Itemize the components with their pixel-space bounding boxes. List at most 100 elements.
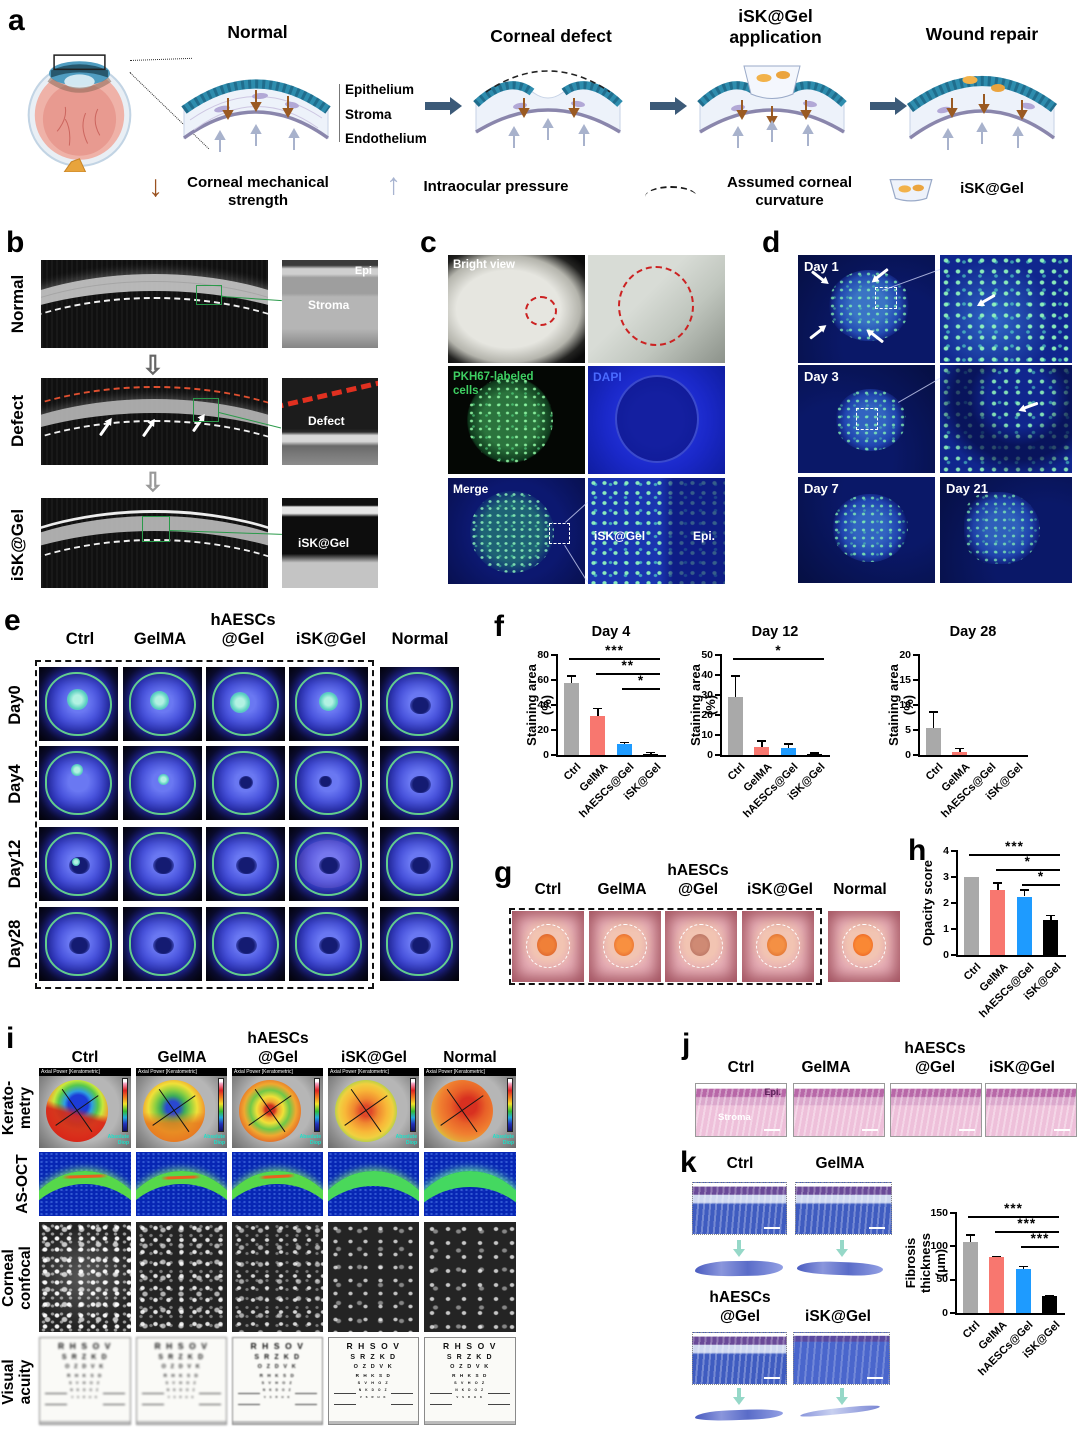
acuity-letter-row: S R Z K D: [158, 1353, 205, 1361]
significance-line: [569, 658, 660, 660]
fluorescein-eye-photo: [39, 907, 118, 981]
fluorescein-eye-photo: [380, 746, 459, 820]
as-oct-image: [39, 1152, 131, 1216]
scale-caption: Absolute Diop: [395, 1134, 417, 1146]
bright-view-label: Bright view: [453, 259, 515, 271]
bar-Ctrl: [727, 697, 743, 755]
panel-letter-i: i: [6, 1022, 15, 1055]
bar-Ctrl: [962, 1242, 978, 1313]
row-label-visual-acuity: Visual acuity: [0, 1359, 34, 1405]
error-bar-cap: [965, 1234, 975, 1236]
row-label-day4: Day4: [6, 764, 24, 804]
layer-label-epithelium: Epithelium: [345, 82, 415, 97]
y-tick-label: 50: [936, 1273, 948, 1286]
y-tick-label: 40: [701, 668, 713, 681]
fluorescein-eye-photo: [289, 746, 368, 820]
bar-GelMA: [590, 716, 606, 755]
significance-stars: ***: [1017, 1216, 1037, 1231]
acuity-letter-row: S R Z K D: [61, 1353, 109, 1361]
bar-iSK@Gel: [1043, 920, 1059, 955]
day21-image: Day 21: [940, 477, 1072, 583]
inset-label-epi: Epi: [354, 265, 372, 277]
fluorescein-eye-photo: [289, 827, 368, 901]
acuity-letter-row: R H K S D: [452, 1373, 488, 1379]
intraocular-pressure-arrows: [214, 123, 300, 152]
col-header-haescs-gel: hAESCs @Gel: [904, 1040, 966, 1076]
oct-inset-defect: Defect: [282, 378, 378, 465]
col-header-normal: Normal: [391, 630, 449, 648]
y-tick-label: 0: [543, 748, 549, 761]
treatment-groups-outline: [509, 908, 822, 985]
col-header-gelma: GelMA: [597, 881, 647, 898]
y-tick: [950, 1278, 955, 1281]
he-histology-image: [985, 1083, 1077, 1137]
panel-letter-d: d: [762, 226, 781, 259]
masson-image-ctrl: [692, 1182, 787, 1235]
bar-hAESCs@Gel: [1015, 1269, 1031, 1313]
acuity-letter-row: V S R H K: [71, 1395, 99, 1400]
fibrosis-strip: [694, 1408, 784, 1422]
down-arrow-teal: [733, 1388, 745, 1405]
fluorescein-eye-photo: [206, 667, 285, 741]
significance-stars: *: [637, 673, 645, 688]
he-histology-image: [890, 1083, 982, 1137]
red-dashed-circle: [618, 265, 695, 346]
keratometry-map: Axial Power [Keratometric] Absolute Diop: [136, 1068, 227, 1148]
y-tick-label: 50: [701, 648, 713, 661]
zoom-roi-box: [855, 408, 878, 431]
legend-corneal-mechanical-strength: Corneal mechanical strength: [187, 174, 329, 209]
acuity-letter-row: V S R H K: [359, 1395, 388, 1400]
as-oct-image: [232, 1152, 323, 1216]
gross-eye-photo: [742, 911, 814, 982]
acuity-letter-row: R H S O V: [250, 1341, 305, 1351]
x-axis: [956, 955, 1066, 957]
keratometry-map: Axial Power [Keratometric] Absolute Diop: [39, 1068, 131, 1148]
diopter-color-scale: [314, 1078, 320, 1132]
y-tick: [551, 654, 556, 656]
bar-Ctrl: [563, 682, 579, 755]
inset-label-epi: Epi.: [692, 528, 715, 543]
col-header-gelma: GelMA: [801, 1059, 851, 1076]
col-header-isk-gel: iSK@Gel: [747, 881, 813, 898]
y-tick: [551, 729, 556, 731]
col-header-haescs-gel: hAESCs @Gel: [667, 862, 729, 898]
error-bar-cap: [619, 741, 629, 744]
merge-image: Merge: [448, 478, 585, 584]
day7-label: Day 7: [804, 481, 839, 496]
col-header-gelma: GelMA: [815, 1155, 865, 1172]
significance-line: [969, 854, 1060, 856]
y-tick: [950, 1212, 955, 1214]
error-bar: [959, 747, 961, 752]
y-tick: [913, 754, 918, 756]
y-tick-label: 3: [943, 870, 949, 883]
row-label-day12: Day12: [6, 839, 24, 889]
roi-box-normal: [196, 285, 222, 305]
significance-stars: ***: [1030, 1231, 1050, 1246]
stage-arrow-2: [650, 97, 687, 115]
row-label-day0: Day0: [6, 685, 24, 725]
acuity-letter-row: N K D O Z: [455, 1388, 485, 1393]
scale-caption: Absolute Diop: [492, 1134, 514, 1146]
row-label-keratometry: Kerato- metry: [0, 1080, 34, 1136]
y-axis: [955, 1212, 957, 1314]
significance-stars: **: [621, 658, 634, 673]
y-tick: [551, 679, 556, 681]
y-tick: [951, 876, 956, 878]
y-tick: [715, 674, 720, 676]
fluorescein-eye-photo: [289, 667, 368, 741]
acuity-letter-row: R H K S D: [259, 1373, 296, 1379]
significance-stars: *: [1024, 854, 1031, 869]
error-bar: [734, 675, 736, 697]
y-tick: [715, 654, 720, 656]
chart-footer-bar: [40, 1421, 130, 1424]
chart-footer-bar: [425, 1421, 515, 1424]
x-axis: [556, 755, 666, 757]
layer-label-endothelium: Endothelium: [345, 131, 427, 146]
col-header-ctrl: Ctrl: [727, 1059, 755, 1076]
error-bar-cap: [566, 675, 576, 677]
y-tick-label: 4: [943, 844, 949, 857]
dapi-label: DAPI: [593, 370, 622, 384]
row-label-normal: Normal: [8, 274, 27, 334]
error-bar-cap: [993, 882, 1003, 884]
